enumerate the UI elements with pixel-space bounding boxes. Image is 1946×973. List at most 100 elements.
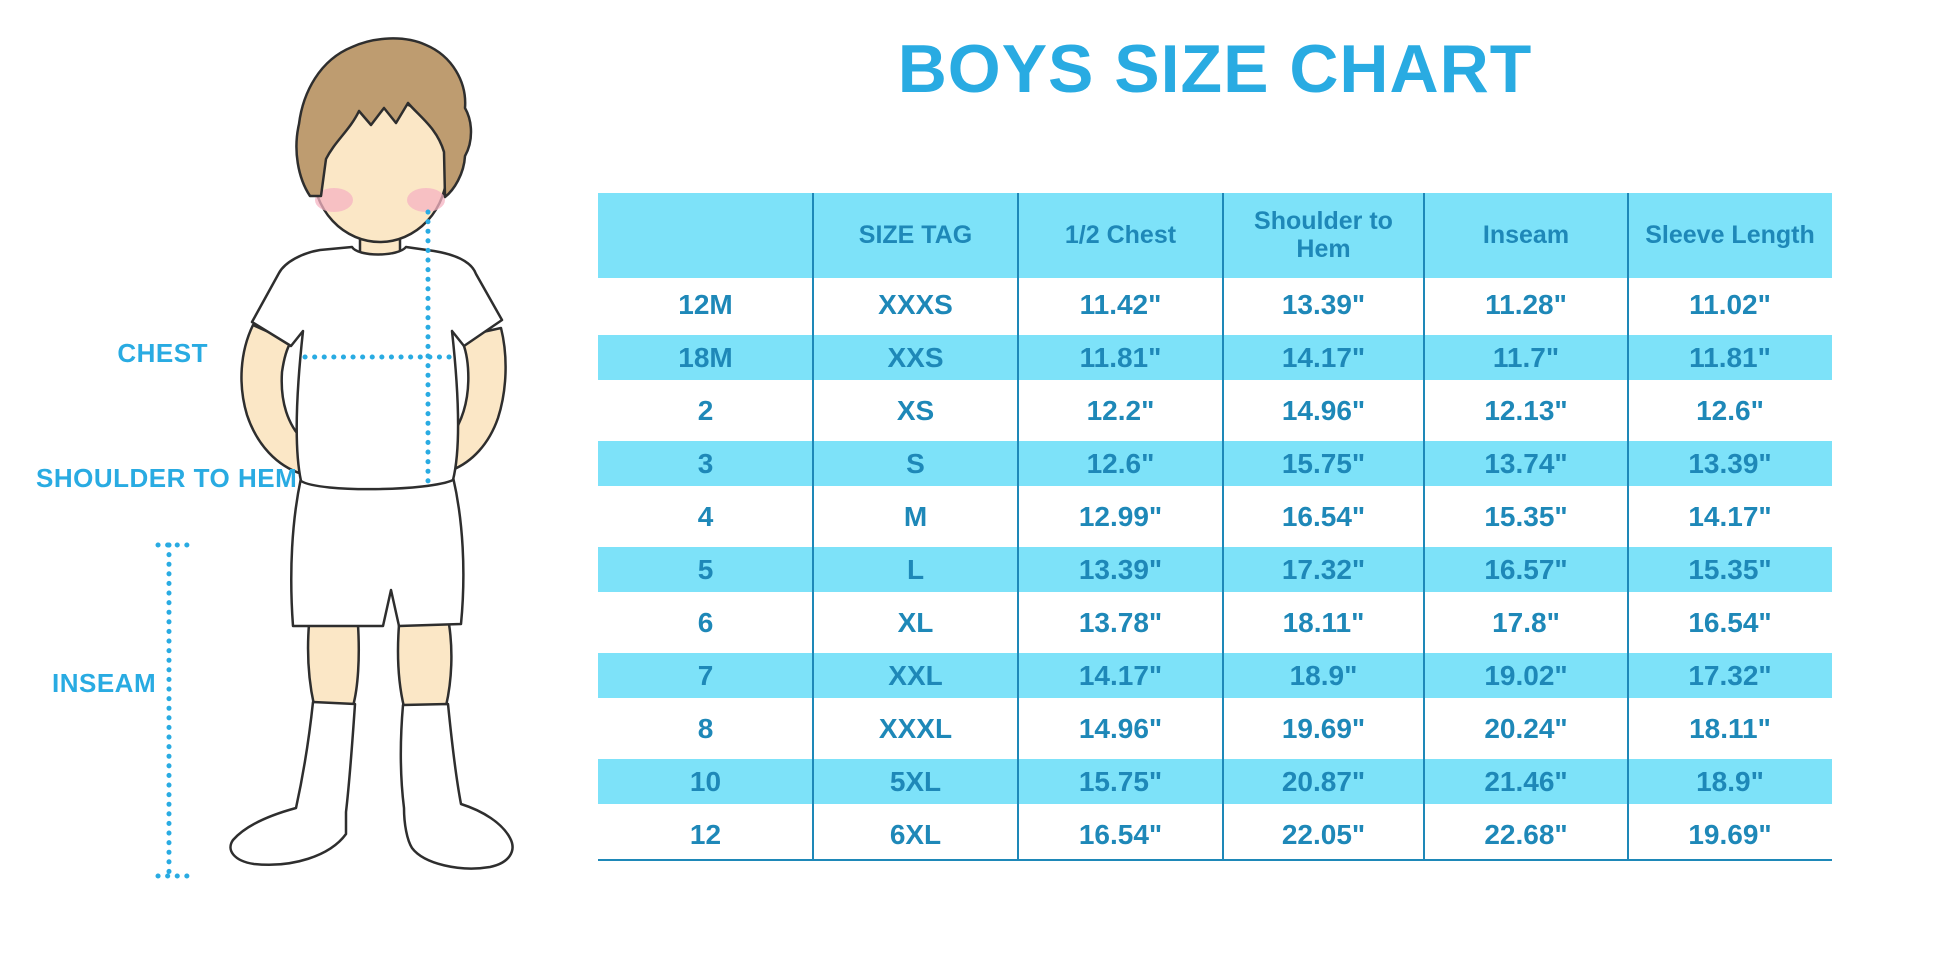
table-cell: 15.75" (1018, 755, 1223, 808)
table-cell: XL (897, 606, 934, 638)
table-cell: S (813, 437, 1018, 490)
table-row: 8 XXXL 14.96" 19.69" 20.24" 18.11" (598, 702, 1832, 755)
table-cell: 19.69" (1688, 818, 1772, 850)
column-divider (812, 193, 814, 861)
table-row: 5 L 13.39" 17.32" 16.57" 15.35" (598, 543, 1832, 596)
shoulder-to-hem-label: SHOULDER TO HEM (36, 463, 298, 493)
table-cell: 13.78" (1078, 606, 1163, 638)
table-cell: 13.74" (1424, 437, 1628, 490)
table-row: 10 5XL 15.75" 20.87" 21.46" 18.9" (598, 755, 1832, 808)
row-size-label: 4 (697, 500, 714, 532)
table-cell: 11.42" (1079, 288, 1162, 320)
measurement-figure: CHEST SHOULDER TO HEM INSEAM (0, 0, 560, 973)
table-cell: 14.17" (1223, 331, 1424, 384)
table-cell: 18.11" (1689, 712, 1771, 744)
column-divider (1627, 193, 1629, 861)
table-cell: 14.96" (1078, 712, 1163, 744)
table-header-row: SIZE TAG 1/2 Chest Shoulder to Hem Insea… (598, 193, 1832, 278)
table-row: 6 XL 13.78" 18.11" 17.8" 16.54" (598, 596, 1832, 649)
boy-leg-right (396, 622, 453, 709)
table-cell: 20.24" (1484, 712, 1568, 744)
row-size-label: 2 (697, 394, 714, 426)
page-title: BOYS SIZE CHART (897, 31, 1533, 107)
inseam-label: INSEAM (52, 668, 157, 698)
table-cell: 5XL (813, 755, 1018, 808)
table-cell: 18.9" (1223, 649, 1424, 702)
table-row: 4 M 12.99" 16.54" 15.35" 14.17" (598, 490, 1832, 543)
table-row: 18M XXS 11.81" 14.17" 11.7" 11.81" (598, 331, 1832, 384)
header-cell-empty (598, 193, 813, 278)
table-cell: 16.57" (1424, 543, 1628, 596)
boy-sock-right (399, 702, 514, 870)
table-cell: 11.81" (1628, 331, 1832, 384)
table-cell: 21.46" (1424, 755, 1628, 808)
table-cell: 22.68" (1484, 818, 1568, 850)
table-cell: 22.05" (1281, 818, 1366, 850)
table-cell: 13.39" (1281, 288, 1366, 320)
table-row: 12 6XL 16.54" 22.05" 22.68" 19.69" (598, 808, 1832, 861)
table-cell: 11.28" (1485, 288, 1567, 320)
table-cell: 11.81" (1018, 331, 1223, 384)
table-cell: 19.69" (1281, 712, 1366, 744)
table-cell: XXL (813, 649, 1018, 702)
table-cell: 12.99" (1078, 500, 1163, 532)
boy-blush-right (407, 188, 445, 212)
boy-arm-left (240, 323, 305, 476)
table-cell: 15.75" (1223, 437, 1424, 490)
chest-label: CHEST (117, 338, 208, 368)
table-row: 7 XXL 14.17" 18.9" 19.02" 17.32" (598, 649, 1832, 702)
table-cell: 12.2" (1086, 394, 1155, 426)
row-size-label: 5 (598, 543, 813, 596)
table-cell: 13.39" (1018, 543, 1223, 596)
size-table: SIZE TAG 1/2 Chest Shoulder to Hem Insea… (598, 193, 1832, 861)
boy-hair (295, 37, 473, 199)
table-cell: XXXS (878, 288, 953, 320)
row-size-label: 7 (598, 649, 813, 702)
table-cell: 15.35" (1484, 500, 1568, 532)
boy-sock-left (229, 700, 357, 866)
header-cell-inseam: Inseam (1424, 193, 1628, 278)
column-divider (1423, 193, 1425, 861)
table-row: 2 XS 12.2" 14.96" 12.13" 12.6" (598, 384, 1832, 437)
column-divider (1222, 193, 1224, 861)
boy-blush-left (315, 188, 353, 212)
table-cell: 16.54" (1078, 818, 1163, 850)
table-cell: 12.6" (1696, 394, 1764, 426)
header-cell-size-tag: SIZE TAG (813, 193, 1018, 278)
boy-illustration (155, 37, 514, 879)
row-size-label: 12 (689, 818, 722, 850)
table-cell: M (903, 500, 928, 532)
table-cell: XXXL (878, 712, 953, 744)
table-cell: 16.54" (1688, 606, 1772, 638)
column-divider (1017, 193, 1019, 861)
table-cell: 18.11" (1282, 606, 1365, 638)
header-cell-half-chest: 1/2 Chest (1018, 193, 1223, 278)
table-cell: 12.13" (1484, 394, 1568, 426)
row-size-label: 10 (598, 755, 813, 808)
size-table-body: 12M XXXS 11.42" 13.39" 11.28" 11.02" 18M XXS 11.… (598, 278, 1832, 861)
table-bottom-border (598, 859, 1832, 861)
boy-shorts (290, 475, 465, 628)
table-cell: XXS (813, 331, 1018, 384)
boy-leg-left (306, 622, 360, 708)
table-cell: XS (896, 394, 935, 426)
table-cell: 14.96" (1281, 394, 1366, 426)
header-cell-shoulder-to-hem: Shoulder to Hem (1223, 193, 1424, 278)
table-cell: 20.87" (1223, 755, 1424, 808)
table-cell: 14.17" (1018, 649, 1223, 702)
table-row: 3 S 12.6" 15.75" 13.74" 13.39" (598, 437, 1832, 490)
table-cell: 17.32" (1223, 543, 1424, 596)
row-size-label: 8 (697, 712, 714, 744)
boy-arm-right (449, 326, 507, 472)
boy-shirt (250, 245, 504, 491)
table-cell: 17.8" (1492, 606, 1560, 638)
row-size-label: 18M (598, 331, 813, 384)
table-cell: 11.7" (1424, 331, 1628, 384)
table-cell: 17.32" (1628, 649, 1832, 702)
table-cell: 11.02" (1689, 288, 1771, 320)
table-cell: 18.9" (1628, 755, 1832, 808)
table-cell: 15.35" (1628, 543, 1832, 596)
table-cell: 6XL (889, 818, 942, 850)
size-table-wrap: SIZE TAG 1/2 Chest Shoulder to Hem Insea… (598, 193, 1832, 861)
